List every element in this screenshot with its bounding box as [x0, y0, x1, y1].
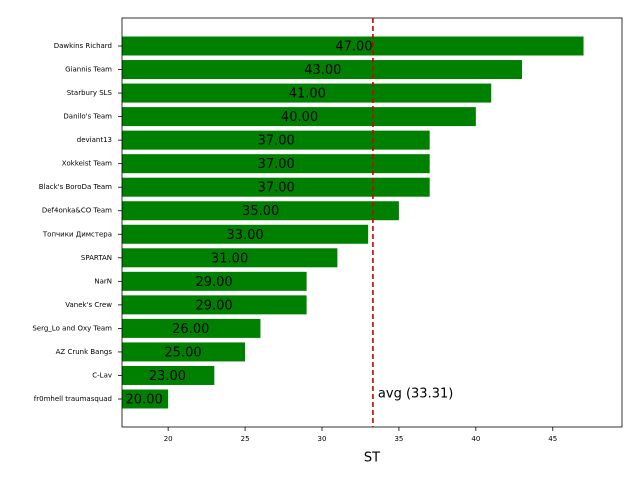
bar [122, 295, 307, 315]
y-tick-label: Serg_Lo and Oxy Team [32, 324, 112, 332]
value-label: 40.00 [281, 110, 318, 125]
bar [122, 224, 369, 244]
bar [122, 271, 307, 291]
value-label: 26.00 [172, 322, 209, 337]
value-label: 23.00 [149, 369, 186, 384]
value-label: 41.00 [289, 87, 326, 102]
x-tick-label: 45 [548, 435, 557, 443]
bar [122, 60, 522, 80]
y-tick-label: AZ Crunk Bangs [56, 348, 113, 356]
value-label: 29.00 [195, 298, 232, 313]
bar [122, 154, 430, 174]
x-tick-label: 30 [318, 435, 327, 443]
value-label: 43.00 [304, 63, 341, 78]
bar [122, 83, 492, 103]
plot-frame [121, 17, 623, 428]
y-tick-label: NarN [94, 277, 112, 285]
y-tick-label: Black's BoroDa Team [39, 183, 112, 191]
bar [122, 177, 430, 197]
y-tick-label: C-Lav [92, 371, 112, 379]
value-label: 37.00 [258, 157, 295, 172]
bar [122, 389, 169, 409]
y-tick-label: Топчики Димстера [42, 230, 112, 238]
value-label: 25.00 [164, 345, 201, 360]
y-tick-label: Vanek's Crew [65, 301, 112, 309]
y-tick-label: fr0mhell traumasquad [34, 395, 112, 403]
bar [122, 36, 584, 56]
value-label: 35.00 [242, 204, 279, 219]
bar [122, 365, 215, 385]
bar [122, 201, 399, 221]
bar [122, 248, 338, 268]
x-tick-label: 20 [164, 435, 173, 443]
value-label: 37.00 [258, 134, 295, 149]
value-label: 37.00 [258, 181, 295, 196]
bar [122, 107, 476, 127]
value-label: 33.00 [227, 228, 264, 243]
y-tick-label: Giannis Team [65, 66, 112, 74]
avg-label: avg (33.31) [378, 387, 453, 402]
y-tick-label: Xokkeist Team [62, 160, 112, 168]
y-tick-label: Def4onka&CO Team [42, 207, 112, 215]
x-tick-label: 35 [394, 435, 403, 443]
value-label: 29.00 [195, 275, 232, 290]
bar [122, 318, 261, 338]
y-tick-label: deviant13 [77, 136, 112, 144]
y-tick-label: Danilo's Team [63, 113, 112, 121]
value-label: 20.00 [126, 393, 163, 408]
y-tick-label: Starbury SLS [67, 89, 113, 97]
x-axis-label: ST [364, 451, 380, 466]
value-label: 31.00 [211, 251, 248, 266]
bar [122, 130, 430, 150]
x-tick-label: 25 [241, 435, 250, 443]
bar [122, 342, 246, 362]
x-tick-label: 40 [471, 435, 480, 443]
value-label: 47.00 [335, 40, 372, 55]
y-tick-label: SPARTAN [81, 254, 112, 262]
y-tick-label: Dawkins Richard [54, 42, 112, 50]
